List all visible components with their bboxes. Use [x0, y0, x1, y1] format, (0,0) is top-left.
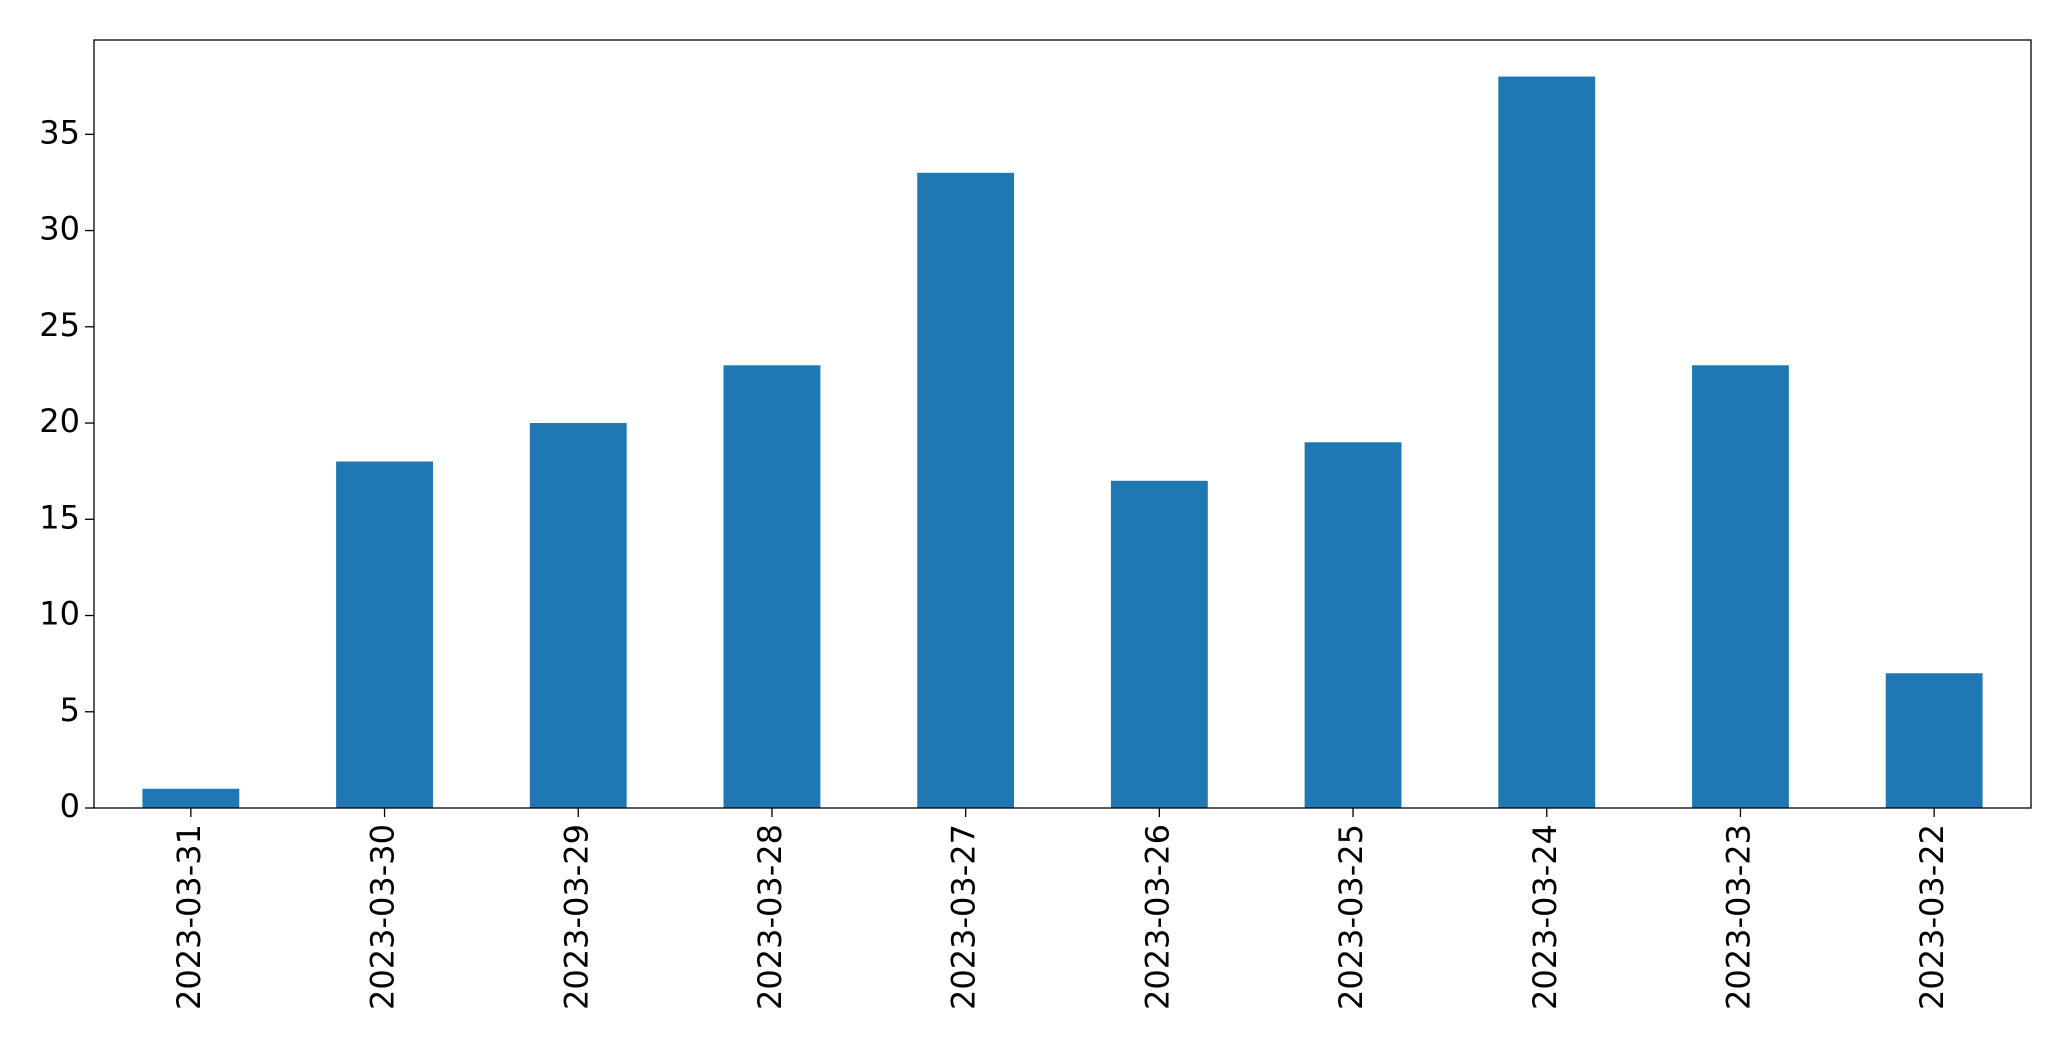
x-tick-label: 2023-03-29 [557, 824, 595, 1010]
bar [1885, 673, 1983, 808]
bar [1498, 76, 1596, 809]
x-tick-label: 2023-03-22 [1913, 824, 1951, 1010]
bar [917, 172, 1015, 809]
plot-frame [93, 39, 2032, 809]
y-tick-label: 30 [39, 210, 80, 248]
bar [336, 461, 433, 808]
y-tick-label: 15 [39, 498, 80, 536]
x-tick-label: 2023-03-30 [364, 824, 402, 1010]
y-tick-label: 35 [39, 113, 80, 151]
x-tick-label: 2023-03-24 [1526, 824, 1564, 1010]
x-tick-label: 2023-03-26 [1138, 824, 1176, 1010]
bar [1692, 365, 1789, 808]
y-tick-label: 20 [39, 402, 80, 440]
bar [723, 365, 821, 808]
y-tick-label: 25 [39, 306, 80, 344]
bar [142, 788, 240, 808]
bar [1110, 480, 1208, 808]
bar [1304, 442, 1402, 808]
y-tick-label: 5 [60, 691, 80, 729]
y-tick-label: 0 [60, 787, 80, 825]
x-tick-label: 2023-03-25 [1332, 824, 1370, 1010]
x-tick-label: 2023-03-28 [751, 824, 789, 1010]
x-tick-label: 2023-03-27 [945, 824, 983, 1010]
x-tick-label: 2023-03-23 [1719, 824, 1757, 1010]
x-tick-label: 2023-03-31 [170, 824, 208, 1010]
y-tick-label: 10 [39, 595, 80, 633]
bar [529, 423, 627, 808]
